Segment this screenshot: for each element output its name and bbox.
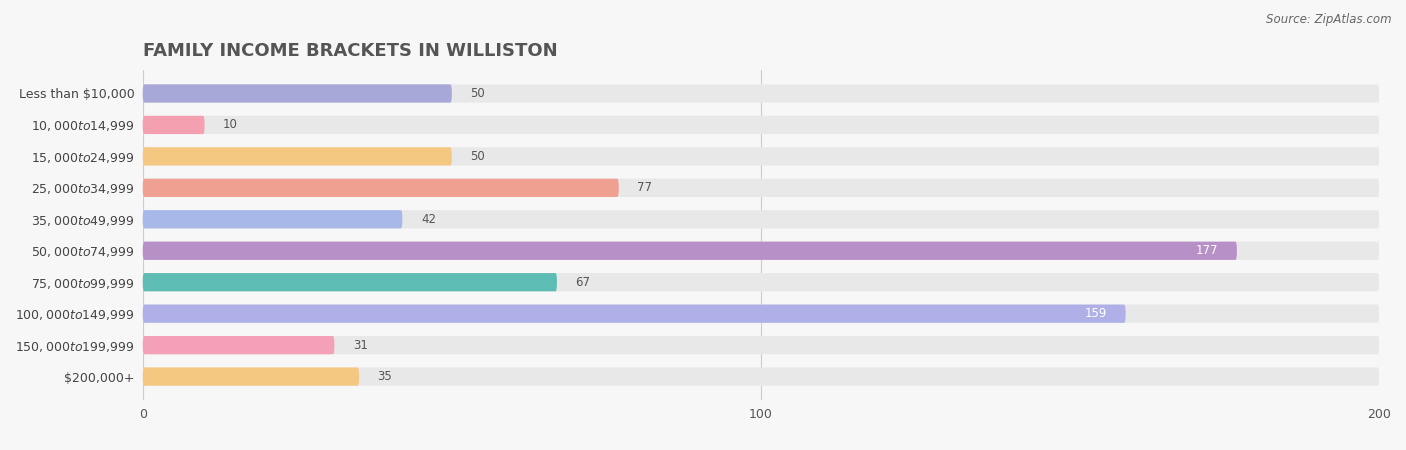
FancyBboxPatch shape — [143, 147, 1379, 166]
Text: 50: 50 — [471, 87, 485, 100]
Text: 177: 177 — [1197, 244, 1219, 257]
FancyBboxPatch shape — [143, 336, 335, 354]
FancyBboxPatch shape — [143, 84, 451, 103]
FancyBboxPatch shape — [143, 179, 619, 197]
Text: 50: 50 — [471, 150, 485, 163]
Text: FAMILY INCOME BRACKETS IN WILLISTON: FAMILY INCOME BRACKETS IN WILLISTON — [143, 42, 557, 60]
FancyBboxPatch shape — [143, 210, 402, 229]
Text: 77: 77 — [637, 181, 652, 194]
FancyBboxPatch shape — [143, 368, 359, 386]
FancyBboxPatch shape — [143, 242, 1237, 260]
FancyBboxPatch shape — [143, 147, 451, 166]
Text: 159: 159 — [1084, 307, 1107, 320]
FancyBboxPatch shape — [143, 84, 1379, 103]
FancyBboxPatch shape — [143, 273, 557, 291]
FancyBboxPatch shape — [143, 179, 1379, 197]
FancyBboxPatch shape — [143, 210, 1379, 229]
FancyBboxPatch shape — [143, 116, 204, 134]
FancyBboxPatch shape — [143, 368, 1379, 386]
Text: 10: 10 — [224, 118, 238, 131]
FancyBboxPatch shape — [143, 336, 1379, 354]
FancyBboxPatch shape — [143, 273, 1379, 291]
FancyBboxPatch shape — [143, 242, 1379, 260]
Text: 67: 67 — [575, 276, 591, 289]
FancyBboxPatch shape — [143, 116, 1379, 134]
Text: 42: 42 — [420, 213, 436, 226]
FancyBboxPatch shape — [143, 305, 1379, 323]
Text: Source: ZipAtlas.com: Source: ZipAtlas.com — [1267, 14, 1392, 27]
FancyBboxPatch shape — [143, 305, 1126, 323]
Text: 31: 31 — [353, 338, 368, 351]
Text: 35: 35 — [378, 370, 392, 383]
